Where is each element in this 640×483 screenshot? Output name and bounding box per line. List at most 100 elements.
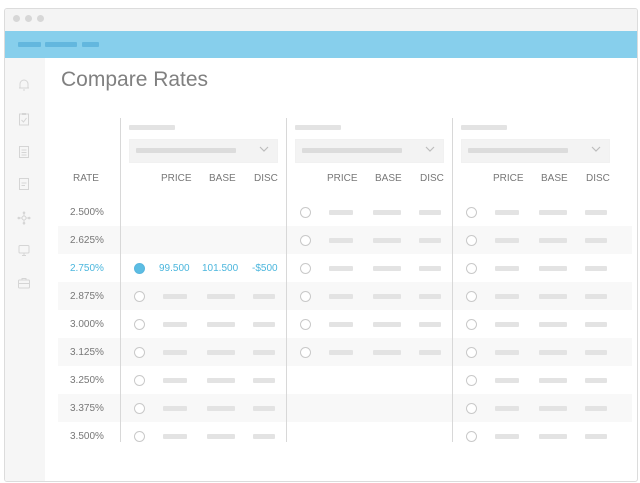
chevron-down-icon: [259, 146, 269, 152]
value-placeholder: [253, 378, 275, 383]
monitor-icon[interactable]: [17, 243, 31, 257]
value-placeholder: [419, 350, 441, 355]
sidebar: [5, 58, 45, 481]
value-placeholder: [163, 350, 187, 355]
rate-label: 3.500%: [70, 431, 104, 442]
rate-radio[interactable]: [466, 319, 477, 330]
note-icon[interactable]: [17, 177, 31, 191]
value-placeholder: [539, 294, 567, 299]
value-placeholder: [253, 294, 275, 299]
value-placeholder: [585, 294, 607, 299]
value-placeholder: [207, 406, 235, 411]
value-placeholder: [539, 378, 567, 383]
value-placeholder: [539, 434, 567, 439]
value-placeholder: [539, 322, 567, 327]
rate-label: 2.500%: [70, 207, 104, 218]
value-placeholder: [373, 238, 401, 243]
chevron-down-icon: [425, 146, 435, 152]
rate-radio[interactable]: [134, 431, 145, 442]
network-icon[interactable]: [17, 211, 31, 225]
header-placeholder: [18, 42, 41, 47]
rate-radio[interactable]: [466, 431, 477, 442]
rate-radio[interactable]: [300, 319, 311, 330]
value-placeholder: [207, 378, 235, 383]
value-placeholder: [495, 434, 519, 439]
value-placeholder: [373, 210, 401, 215]
base-value: 101.500: [202, 263, 239, 274]
app-header-bar: [5, 31, 637, 58]
rate-radio[interactable]: [300, 291, 311, 302]
value-placeholder: [539, 238, 567, 243]
value-placeholder: [163, 406, 187, 411]
lender-select[interactable]: [129, 139, 278, 163]
rate-label: 3.250%: [70, 375, 104, 386]
bell-icon[interactable]: [17, 78, 31, 92]
price-column-header: PRICE: [327, 173, 358, 184]
rate-radio[interactable]: [466, 291, 477, 302]
window-titlebar: [5, 9, 637, 31]
lender-name-placeholder: [129, 125, 175, 130]
value-placeholder: [495, 322, 519, 327]
lender-select[interactable]: [461, 139, 610, 163]
price-value: 99.500: [159, 263, 190, 274]
value-placeholder: [585, 238, 607, 243]
value-placeholder: [539, 210, 567, 215]
chevron-down-icon: [591, 146, 601, 152]
value-placeholder: [329, 266, 353, 271]
value-placeholder: [163, 294, 187, 299]
base-column-header: BASE: [375, 173, 402, 184]
rate-radio[interactable]: [466, 207, 477, 218]
value-placeholder: [207, 322, 235, 327]
value-placeholder: [539, 266, 567, 271]
rate-label: 3.000%: [70, 319, 104, 330]
value-placeholder: [495, 210, 519, 215]
document-icon[interactable]: [17, 145, 31, 159]
price-column-header: PRICE: [161, 173, 192, 184]
value-placeholder: [207, 294, 235, 299]
rate-radio[interactable]: [134, 291, 145, 302]
value-placeholder: [495, 238, 519, 243]
rate-radio[interactable]: [134, 263, 145, 274]
clipboard-icon[interactable]: [17, 112, 31, 126]
value-placeholder: [419, 294, 441, 299]
value-placeholder: [495, 294, 519, 299]
price-column-header: PRICE: [493, 173, 524, 184]
rate-radio[interactable]: [466, 263, 477, 274]
select-value-placeholder: [302, 148, 402, 153]
value-placeholder: [329, 238, 353, 243]
briefcase-icon[interactable]: [17, 276, 31, 290]
rate-radio[interactable]: [466, 403, 477, 414]
lender-select[interactable]: [295, 139, 444, 163]
value-placeholder: [585, 210, 607, 215]
rate-radio[interactable]: [134, 403, 145, 414]
value-placeholder: [163, 378, 187, 383]
window-dot-icon[interactable]: [13, 15, 20, 22]
value-placeholder: [585, 322, 607, 327]
window-dot-icon[interactable]: [37, 15, 44, 22]
rate-radio[interactable]: [134, 347, 145, 358]
column-divider: [120, 118, 121, 442]
rate-radio[interactable]: [466, 235, 477, 246]
value-placeholder: [419, 238, 441, 243]
value-placeholder: [373, 266, 401, 271]
rate-radio[interactable]: [300, 263, 311, 274]
select-value-placeholder: [468, 148, 568, 153]
rate-radio[interactable]: [134, 375, 145, 386]
disc-column-header: DISC: [586, 173, 610, 184]
lender-name-placeholder: [295, 125, 341, 130]
value-placeholder: [419, 322, 441, 327]
value-placeholder: [585, 406, 607, 411]
rate-radio[interactable]: [466, 375, 477, 386]
rate-radio[interactable]: [300, 235, 311, 246]
window-dot-icon[interactable]: [25, 15, 32, 22]
value-placeholder: [253, 322, 275, 327]
value-placeholder: [585, 350, 607, 355]
value-placeholder: [329, 322, 353, 327]
rate-radio[interactable]: [134, 319, 145, 330]
rate-label: 2.625%: [70, 235, 104, 246]
rate-radio[interactable]: [300, 207, 311, 218]
header-placeholder: [82, 42, 99, 47]
rate-radio[interactable]: [300, 347, 311, 358]
rate-radio[interactable]: [466, 347, 477, 358]
value-placeholder: [419, 266, 441, 271]
